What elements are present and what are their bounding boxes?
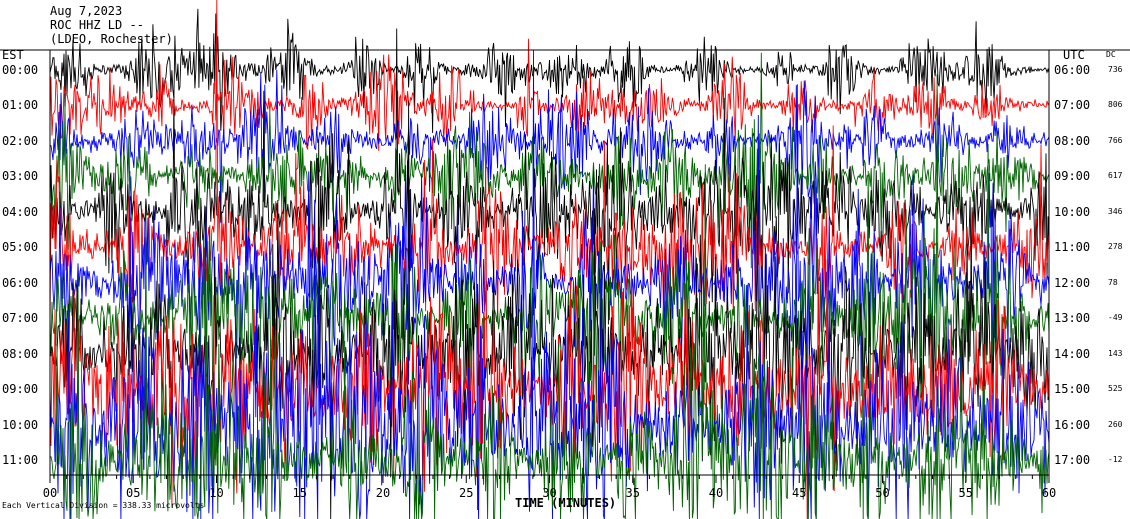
dc-offset-value: -12 bbox=[1108, 454, 1123, 464]
x-tick-label: 50 bbox=[875, 486, 889, 500]
dc-offset-value: 346 bbox=[1108, 206, 1123, 216]
x-tick-label: 35 bbox=[626, 486, 640, 500]
est-hour-label: 03:00 bbox=[2, 169, 39, 184]
trace-0000 bbox=[49, 8, 1050, 134]
utc-hour-label: 08:00 bbox=[1054, 133, 1091, 148]
est-hour-label: 05:00 bbox=[2, 240, 39, 255]
est-hour-label: 01:00 bbox=[2, 98, 39, 113]
utc-hour-label: 10:00 bbox=[1054, 204, 1091, 219]
x-tick-label: 00 bbox=[43, 486, 57, 500]
est-hour-label: 04:00 bbox=[2, 204, 39, 219]
utc-hour-label: 06:00 bbox=[1054, 63, 1091, 77]
est-hour-label: 09:00 bbox=[2, 382, 39, 397]
utc-hour-label: 12:00 bbox=[1054, 275, 1091, 290]
x-tick-label: 40 bbox=[709, 486, 723, 500]
utc-hour-label: 13:00 bbox=[1054, 311, 1091, 326]
est-axis-label: EST bbox=[2, 48, 24, 62]
trace-0600 bbox=[49, 84, 1050, 511]
dc-offset-value: -49 bbox=[1108, 313, 1123, 323]
est-hour-label: 06:00 bbox=[2, 275, 39, 290]
utc-hour-label: 07:00 bbox=[1054, 98, 1091, 113]
utc-hour-label: 15:00 bbox=[1054, 382, 1091, 397]
est-hour-label: 07:00 bbox=[2, 311, 39, 326]
x-axis-label: TIME (MINUTES) bbox=[515, 496, 617, 510]
utc-hour-label: 09:00 bbox=[1054, 169, 1091, 184]
x-tick-label: 25 bbox=[459, 486, 473, 500]
x-tick-label: 45 bbox=[792, 486, 806, 500]
trace-0500 bbox=[49, 0, 1050, 332]
est-hour-label: 02:00 bbox=[2, 133, 39, 148]
utc-hour-label: 17:00 bbox=[1054, 452, 1091, 467]
dc-offset-value: 525 bbox=[1108, 384, 1123, 394]
est-hour-label: 08:00 bbox=[2, 346, 39, 361]
trace-0300 bbox=[49, 52, 1050, 269]
est-hour-label: 00:00 bbox=[2, 63, 39, 77]
x-tick-label: 10 bbox=[209, 486, 223, 500]
utc-hour-label: 16:00 bbox=[1054, 417, 1091, 432]
dc-offset-value: 617 bbox=[1108, 171, 1123, 181]
utc-axis-label: UTC bbox=[1063, 48, 1085, 62]
x-tick-label: 20 bbox=[376, 486, 390, 500]
est-hour-label: 10:00 bbox=[2, 417, 39, 432]
vertical-scale-note: Each Vertical Division = 338.33 microvol… bbox=[2, 501, 205, 510]
x-tick-label: 60 bbox=[1042, 486, 1056, 500]
dc-offset-value: 143 bbox=[1108, 348, 1123, 358]
dc-offset-value: 278 bbox=[1108, 242, 1123, 252]
dc-offset-value: 766 bbox=[1108, 135, 1123, 145]
header-location: (LDEO, Rochester) bbox=[50, 32, 173, 46]
x-axis-ticks: 00 05 10 15 20 25 30 35 40 45 50 55 60 bbox=[43, 475, 1056, 500]
dc-offset-value: 78 bbox=[1108, 277, 1118, 287]
x-tick-label: 30 bbox=[542, 486, 556, 500]
trace-0400 bbox=[49, 28, 1050, 391]
est-hour-label: 11:00 bbox=[2, 452, 39, 467]
x-tick-label: 05 bbox=[126, 486, 140, 500]
dc-offset-value: 736 bbox=[1108, 65, 1123, 74]
utc-hour-label: 11:00 bbox=[1054, 240, 1091, 255]
header-station: ROC HHZ LD -- bbox=[50, 18, 144, 32]
trace-1100 bbox=[49, 164, 1050, 519]
dc-column-label: DC bbox=[1106, 50, 1116, 59]
header-date: Aug 7,2023 bbox=[50, 4, 123, 18]
seismic-traces bbox=[49, 0, 1050, 519]
x-tick-label: 15 bbox=[293, 486, 307, 500]
dc-offset-value: 806 bbox=[1108, 100, 1123, 110]
dc-offset-value: 260 bbox=[1108, 419, 1123, 429]
x-tick-label: 55 bbox=[959, 486, 973, 500]
utc-hour-label: 14:00 bbox=[1054, 346, 1091, 361]
trace-1000 bbox=[49, 49, 1050, 519]
trace-0200 bbox=[49, 69, 1050, 224]
